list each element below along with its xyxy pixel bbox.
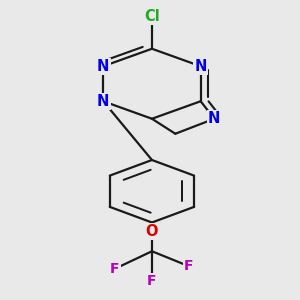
Text: O: O — [146, 224, 158, 239]
Text: F: F — [147, 274, 157, 288]
Text: N: N — [97, 59, 110, 74]
Text: N: N — [208, 111, 220, 126]
Text: F: F — [110, 262, 120, 276]
Text: F: F — [184, 259, 194, 273]
Text: Cl: Cl — [144, 9, 160, 24]
Text: N: N — [97, 94, 110, 109]
Text: N: N — [194, 59, 207, 74]
